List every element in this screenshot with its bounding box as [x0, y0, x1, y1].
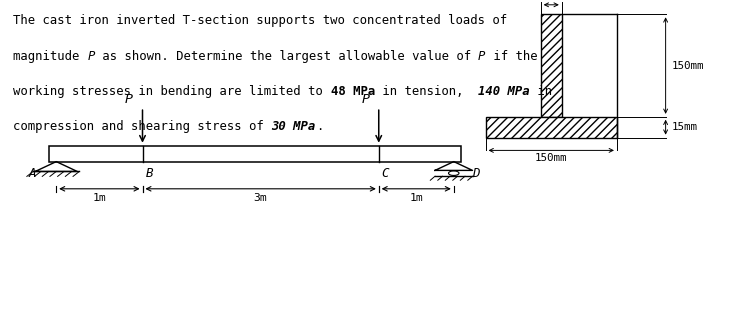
Text: B: B: [146, 167, 153, 180]
Text: A: A: [28, 167, 36, 180]
Text: P: P: [362, 92, 369, 106]
Text: P: P: [478, 50, 485, 63]
Text: 150mm: 150mm: [535, 153, 568, 163]
Text: D: D: [472, 167, 480, 180]
Text: in tension,: in tension,: [375, 85, 478, 98]
Text: P: P: [87, 50, 94, 63]
Text: working stresses in bending are limited to: working stresses in bending are limited …: [13, 85, 331, 98]
Bar: [541, 14, 562, 117]
Text: The cast iron inverted T-section supports two concentrated loads of: The cast iron inverted T-section support…: [13, 14, 508, 28]
Text: in: in: [530, 85, 552, 98]
Text: 150mm: 150mm: [672, 60, 704, 71]
Text: .: .: [316, 120, 323, 133]
Text: if the: if the: [485, 50, 537, 63]
Text: 48 MPa: 48 MPa: [331, 85, 375, 98]
Text: 1m: 1m: [92, 193, 106, 203]
Text: 15mm: 15mm: [538, 0, 564, 2]
Bar: [49, 146, 461, 162]
Bar: [486, 117, 616, 138]
Bar: [541, 14, 562, 117]
Text: 140 MPa: 140 MPa: [478, 85, 530, 98]
Text: C: C: [382, 167, 389, 180]
Text: 15mm: 15mm: [672, 122, 698, 132]
Text: 1m: 1m: [410, 193, 423, 203]
Text: 30 MPa: 30 MPa: [272, 120, 316, 133]
Text: magnitude: magnitude: [13, 50, 87, 63]
Text: 3m: 3m: [254, 193, 268, 203]
Text: P: P: [125, 92, 133, 106]
Bar: [486, 117, 616, 138]
Text: as shown. Determine the largest allowable value of: as shown. Determine the largest allowabl…: [94, 50, 478, 63]
Text: compression and shearing stress of: compression and shearing stress of: [13, 120, 272, 133]
